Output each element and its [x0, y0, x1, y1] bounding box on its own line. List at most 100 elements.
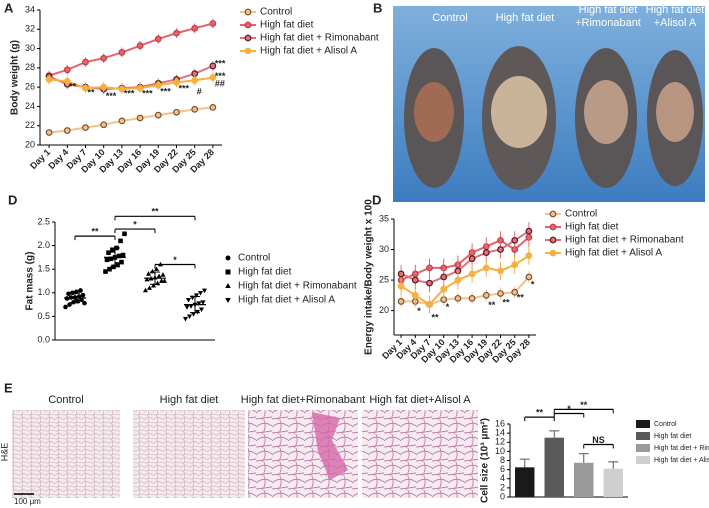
legend-label: Control: [260, 7, 292, 18]
legend-label: High fat diet + Alisol A: [654, 457, 709, 464]
legend-label: High fat diet + Rimonabant: [565, 235, 684, 246]
marker: [154, 111, 162, 119]
data-point: [118, 238, 123, 244]
data-point: [160, 272, 166, 277]
y-tick-label: 8: [500, 455, 505, 465]
marker: [482, 249, 490, 256]
data-point: [108, 256, 114, 262]
legend-swatch: [636, 420, 650, 428]
marker: [426, 264, 433, 272]
organ: [656, 82, 694, 142]
legend-label: Control: [238, 253, 270, 264]
marker: [154, 81, 162, 89]
y-tick-label: 32: [25, 24, 35, 34]
marker: [118, 85, 126, 93]
data-point: [156, 273, 162, 279]
significance-label: **: [151, 207, 159, 217]
marker: [397, 282, 405, 290]
legend-label: Control: [565, 209, 597, 220]
histology-image: [362, 410, 478, 498]
legend-marker: [549, 223, 557, 231]
marker: [426, 301, 433, 308]
annotation: *: [531, 279, 535, 289]
legend-label: Control: [654, 421, 677, 428]
annotation: **: [88, 87, 96, 97]
legend-label: High fat diet + Alisol A: [260, 46, 357, 57]
y-axis-label: Cell size (10³ μm²): [480, 418, 491, 503]
legend-label: High fat diet: [654, 433, 691, 440]
marker: [209, 20, 217, 27]
y-axis-label: Energy intake/Body weight x 100: [364, 199, 375, 355]
marker: [118, 49, 126, 56]
y-tick-label: 22: [25, 120, 35, 130]
annotation: **: [69, 82, 77, 92]
marker: [497, 290, 504, 297]
marker: [63, 77, 71, 85]
y-tick-label: 10: [495, 446, 505, 456]
y-tick-label: 14: [495, 428, 505, 438]
data-point: [142, 287, 149, 293]
marker: [118, 117, 126, 125]
marker: [100, 121, 108, 129]
marker: [209, 74, 217, 81]
marker: [511, 288, 519, 296]
marker: [454, 294, 462, 302]
marker: [173, 108, 180, 116]
y-tick-label: 30: [379, 244, 389, 254]
data-point: [78, 288, 83, 293]
marker: [468, 255, 476, 263]
data-point: [122, 231, 127, 237]
y-tick-label: 2.5: [37, 216, 50, 226]
annotation: #: [197, 86, 202, 96]
legend-label: High fat diet: [260, 20, 314, 31]
data-point: [188, 304, 194, 309]
panel-letter: A: [4, 0, 14, 15]
histology-image: [12, 410, 120, 498]
annotation: ***: [215, 58, 226, 68]
y-tick-label: 24: [25, 101, 35, 111]
marker: [136, 114, 144, 122]
data-point: [184, 305, 190, 310]
legend-label: High fat diet: [565, 222, 619, 233]
series-line: [48, 106, 214, 134]
legend-marker: [244, 8, 252, 16]
legend-label: High fat diet + Rimonabant: [238, 281, 357, 292]
data-point: [197, 290, 204, 296]
histology-label: Control: [48, 394, 83, 406]
series-line: [401, 276, 530, 306]
y-tick-label: 4: [500, 473, 505, 483]
legend-swatch: [636, 432, 650, 440]
series-line: [400, 230, 530, 285]
y-axis-label: Fat mass (g): [25, 252, 36, 311]
annotation: **: [517, 293, 525, 303]
bar: [515, 467, 535, 497]
data-point: [116, 253, 122, 259]
data-point: [63, 304, 68, 310]
legend-label: High fat diet: [238, 267, 292, 278]
y-tick-label: 25: [379, 274, 389, 284]
y-tick-label: 12: [495, 437, 505, 447]
photo-label: High fat diet: [579, 4, 638, 16]
marker: [82, 84, 89, 92]
significance-label: *: [173, 255, 177, 265]
organ: [414, 82, 454, 142]
marker: [468, 270, 476, 278]
data-point: [80, 292, 86, 298]
data-point: [190, 312, 197, 317]
photo-label: High fat diet: [646, 4, 705, 16]
data-point: [79, 297, 84, 303]
photo-label: +Alisol A: [654, 17, 697, 29]
significance-label: *: [133, 219, 137, 229]
legend-marker: [244, 47, 252, 55]
y-tick-label: 6: [500, 464, 505, 474]
legend-marker: [549, 236, 557, 244]
marker: [440, 273, 448, 281]
y-tick-label: 34: [25, 4, 35, 14]
data-point: [120, 252, 126, 258]
annotation: **: [432, 312, 440, 322]
data-point: [103, 269, 108, 274]
legend-label: High fat diet + Rimonabant: [654, 445, 709, 452]
bar: [574, 462, 594, 497]
marker: [173, 29, 180, 37]
photo-label: +Rimonabant: [575, 17, 641, 29]
